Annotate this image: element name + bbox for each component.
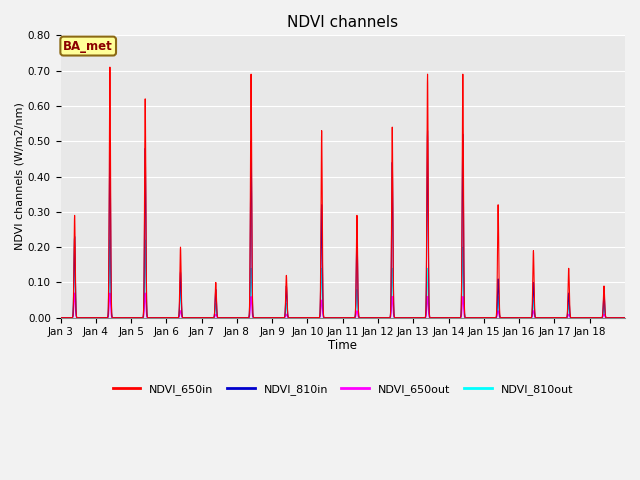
NDVI_810out	[535, 315, 543, 321]
NDVI_810out	[71, 234, 79, 240]
Text: BA_met: BA_met	[63, 39, 113, 53]
NDVI_810out	[172, 315, 180, 321]
Line: NDVI_650out: NDVI_650out	[61, 293, 625, 318]
NDVI_810in	[501, 315, 509, 321]
X-axis label: Time: Time	[328, 339, 357, 352]
NDVI_810in	[57, 315, 65, 321]
NDVI_650out	[615, 315, 623, 321]
NDVI_650in	[621, 315, 629, 321]
NDVI_650in	[465, 315, 473, 321]
Y-axis label: NDVI channels (W/m2/nm): NDVI channels (W/m2/nm)	[15, 103, 25, 251]
NDVI_810in	[535, 315, 543, 321]
NDVI_650out	[465, 315, 473, 321]
NDVI_810in	[621, 315, 629, 321]
Line: NDVI_810in: NDVI_810in	[61, 131, 625, 318]
NDVI_810out	[615, 315, 623, 321]
NDVI_810in	[172, 315, 180, 321]
NDVI_650in	[415, 315, 423, 321]
NDVI_650in	[535, 315, 543, 321]
NDVI_810out	[415, 315, 423, 321]
Legend: NDVI_650in, NDVI_810in, NDVI_650out, NDVI_810out: NDVI_650in, NDVI_810in, NDVI_650out, NDV…	[108, 380, 577, 399]
NDVI_810in	[415, 315, 423, 321]
NDVI_810in	[465, 315, 473, 321]
NDVI_810out	[57, 315, 65, 321]
NDVI_810out	[621, 315, 629, 321]
NDVI_650out	[501, 315, 509, 321]
NDVI_650out	[57, 315, 65, 321]
NDVI_650out	[415, 315, 423, 321]
NDVI_650in	[106, 64, 114, 70]
NDVI_650out	[172, 315, 180, 321]
NDVI_810in	[615, 315, 623, 321]
Line: NDVI_810out: NDVI_810out	[61, 237, 625, 318]
NDVI_650in	[57, 315, 65, 321]
Title: NDVI channels: NDVI channels	[287, 15, 398, 30]
NDVI_650out	[535, 315, 543, 321]
NDVI_650out	[621, 315, 629, 321]
NDVI_650in	[501, 315, 509, 321]
NDVI_810out	[465, 315, 473, 321]
NDVI_810out	[501, 315, 509, 321]
NDVI_650in	[172, 315, 180, 321]
Line: NDVI_650in: NDVI_650in	[61, 67, 625, 318]
NDVI_650in	[615, 315, 623, 321]
NDVI_810in	[424, 128, 431, 133]
NDVI_650out	[71, 290, 79, 296]
